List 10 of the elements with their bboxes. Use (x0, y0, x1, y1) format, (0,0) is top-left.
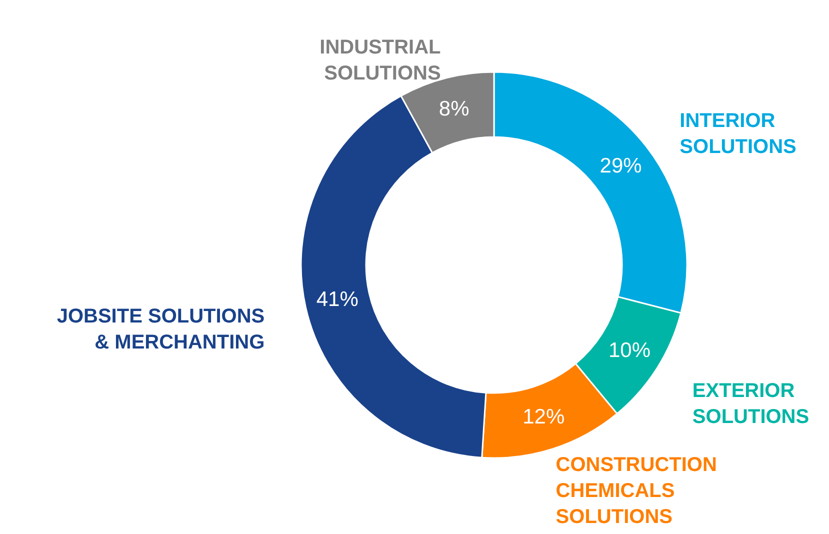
slice-label: INDUSTRIAL SOLUTIONS (320, 36, 441, 85)
slice-label: EXTERIOR SOLUTIONS (692, 380, 810, 428)
data-label: 8% (438, 98, 470, 121)
data-label: 41% (316, 288, 358, 312)
slice-label: JOBSITE SOLUTIONS & MERCHANTING (56, 305, 265, 354)
data-label: 12% (522, 406, 565, 429)
slice-label: CONSTRUCTION CHEMICALS SOLUTIONS (556, 454, 717, 528)
data-label: 29% (600, 154, 642, 178)
slice-label: INTERIOR SOLUTIONS (680, 110, 796, 158)
data-label: 10% (608, 339, 651, 362)
